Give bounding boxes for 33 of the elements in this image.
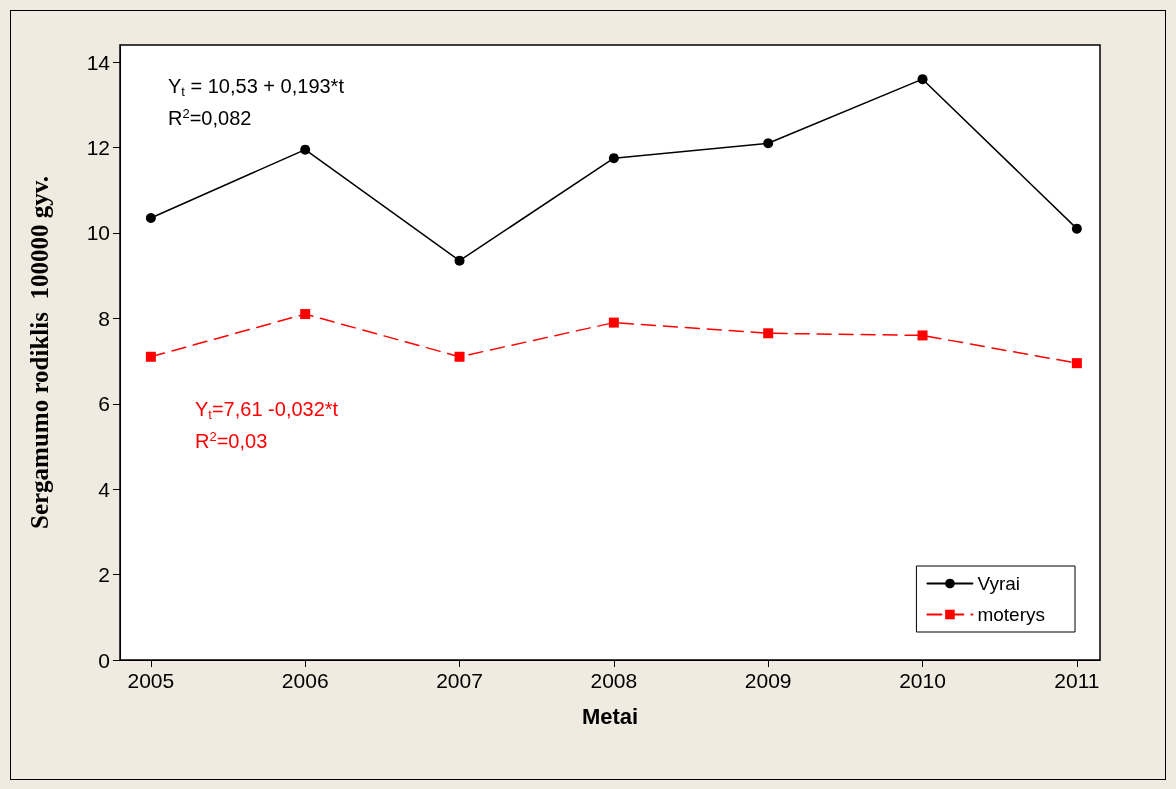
y-tick-label: 6 bbox=[98, 392, 110, 416]
x-tick-label: 2010 bbox=[899, 669, 946, 692]
point bbox=[917, 74, 928, 85]
point bbox=[608, 317, 619, 328]
y-axis-title: Sergamumo rodiklis 100000 gyv. bbox=[26, 175, 53, 530]
y-tick-label: 14 bbox=[86, 50, 111, 74]
y-tick-label: 4 bbox=[98, 477, 111, 501]
point bbox=[145, 351, 156, 362]
point bbox=[917, 330, 928, 341]
point bbox=[145, 212, 156, 223]
x-tick-label: 2006 bbox=[281, 669, 329, 692]
point bbox=[300, 144, 311, 155]
point bbox=[608, 153, 619, 164]
point bbox=[454, 255, 465, 266]
y-tick-label: 12 bbox=[86, 136, 110, 159]
point bbox=[454, 351, 465, 362]
y-tick-label: 8 bbox=[98, 306, 110, 330]
point bbox=[1071, 223, 1082, 234]
y-tick-label: 2 bbox=[98, 563, 110, 587]
x-tick-label: 2009 bbox=[744, 669, 792, 692]
point bbox=[1071, 358, 1082, 369]
x-tick-label: 2008 bbox=[590, 669, 638, 692]
legend-label: moterys bbox=[977, 604, 1046, 625]
x-tick-label: 2005 bbox=[127, 669, 175, 692]
y-tick-label: 0 bbox=[98, 648, 110, 672]
x-tick-label: 2007 bbox=[436, 669, 483, 692]
x-axis-title: Metai bbox=[581, 703, 639, 729]
legend-label: Vyrai bbox=[977, 573, 1021, 594]
point bbox=[763, 138, 774, 149]
point bbox=[763, 328, 774, 339]
point bbox=[300, 309, 311, 320]
y-tick-label: 10 bbox=[86, 221, 110, 245]
x-tick-label: 2011 bbox=[1054, 669, 1100, 692]
